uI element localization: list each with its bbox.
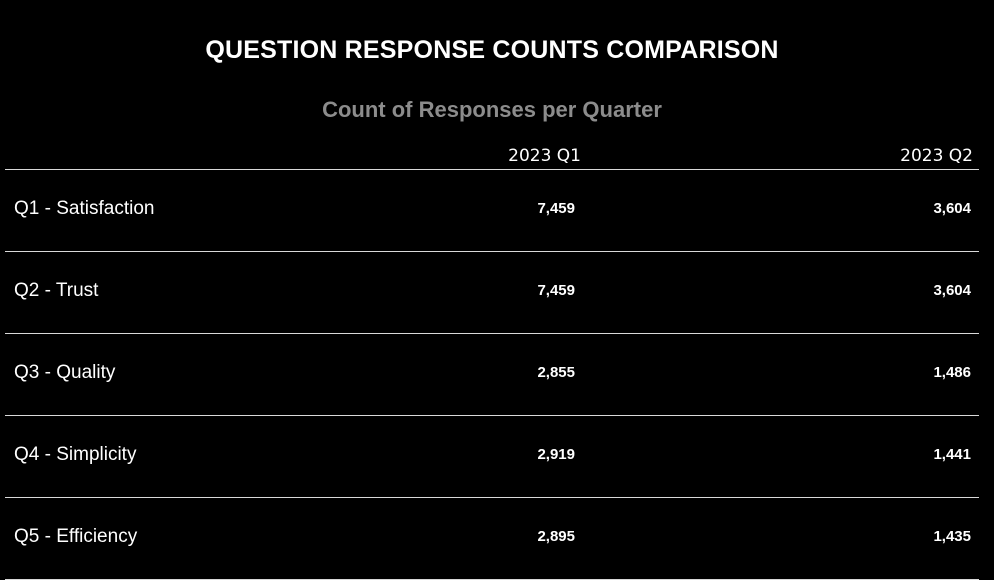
column-header-2023-q1: 2023 Q1 xyxy=(508,146,581,166)
table-row: Q5 - Efficiency 2,895 1,435 xyxy=(5,498,979,580)
table-row: Q1 - Satisfaction 7,459 3,604 xyxy=(5,170,979,252)
value-2023-q2: 1,435 xyxy=(933,528,971,545)
table-row: Q3 - Quality 2,855 1,486 xyxy=(5,334,979,416)
row-label: Q5 - Efficiency xyxy=(14,526,138,547)
table-row: Q2 - Trust 7,459 3,604 xyxy=(5,252,979,334)
value-2023-q1: 2,895 xyxy=(537,528,575,545)
chart-title: QUESTION RESPONSE COUNTS COMPARISON xyxy=(205,36,779,64)
value-2023-q1: 2,855 xyxy=(537,364,575,381)
column-header-2023-q2: 2023 Q2 xyxy=(900,146,973,166)
row-label: Q2 - Trust xyxy=(14,280,99,301)
row-label: Q3 - Quality xyxy=(14,362,116,383)
chart-subtitle: Count of Responses per Quarter xyxy=(322,97,662,122)
value-2023-q2: 3,604 xyxy=(933,282,971,299)
table-row: Q4 - Simplicity 2,919 1,441 xyxy=(5,416,979,498)
value-2023-q1: 7,459 xyxy=(537,282,575,299)
value-2023-q1: 2,919 xyxy=(537,446,575,463)
value-2023-q2: 3,604 xyxy=(933,200,971,217)
value-2023-q2: 1,441 xyxy=(933,446,971,463)
table-body: Q1 - Satisfaction 7,459 3,604 Q2 - Trust… xyxy=(5,170,979,580)
row-label: Q1 - Satisfaction xyxy=(14,198,155,219)
table-header: 2023 Q1 2023 Q2 xyxy=(5,142,979,170)
row-label: Q4 - Simplicity xyxy=(14,444,137,465)
value-2023-q2: 1,486 xyxy=(933,364,971,381)
value-2023-q1: 7,459 xyxy=(537,200,575,217)
